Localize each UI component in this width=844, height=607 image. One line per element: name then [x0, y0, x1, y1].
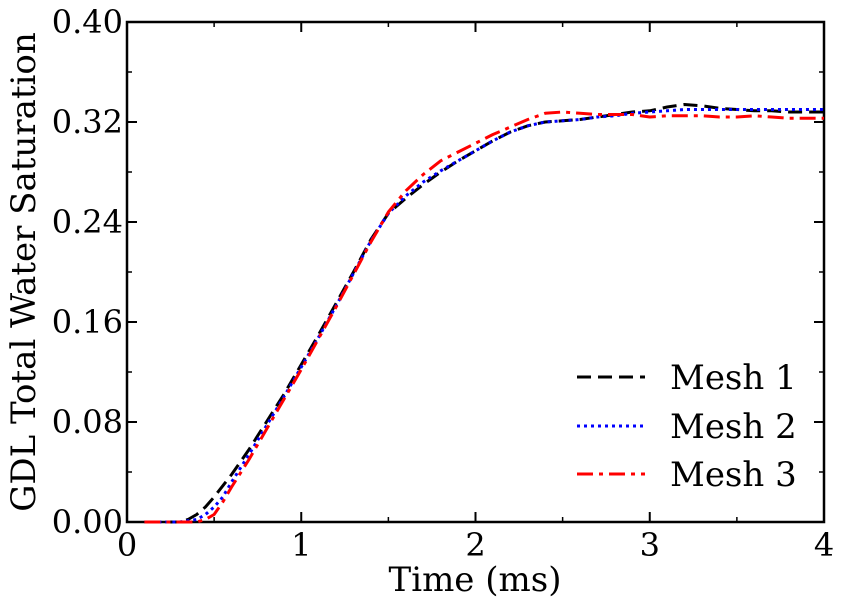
legend-entry-mesh-3: Mesh 3	[577, 455, 797, 495]
y-tick-label: 0.40	[52, 3, 123, 41]
x-tick-label: 1	[291, 526, 311, 564]
series-line-mesh-3	[144, 110, 824, 524]
legend-entry-mesh-2: Mesh 2	[577, 407, 797, 447]
x-tick-label: 0	[117, 526, 137, 564]
legend-label-mesh-3: Mesh 3	[670, 455, 797, 495]
series-lines	[144, 103, 824, 524]
y-axis-label: GDL Total Water Saturation	[4, 32, 44, 512]
y-tick-label: 0.16	[52, 303, 123, 341]
legend-label-mesh-2: Mesh 2	[670, 407, 797, 447]
y-tick-label: 0.24	[52, 203, 123, 241]
legend: Mesh 1 Mesh 2 Mesh 3	[577, 358, 797, 495]
legend-entry-mesh-1: Mesh 1	[577, 358, 797, 398]
x-tick-label: 2	[465, 526, 485, 564]
legend-label-mesh-1: Mesh 1	[670, 358, 797, 398]
y-tick-label: 0.00	[52, 503, 123, 541]
y-tick-label: 0.08	[52, 403, 123, 441]
x-axis-label: Time (ms)	[389, 560, 562, 600]
plot-area-frame	[125, 20, 826, 524]
tick-labels: 0 1 2 3 4 0.00 0.08 0.16 0.24 0.32 0.40	[52, 3, 834, 564]
series-line-mesh-2	[144, 108, 824, 524]
axis-ticks	[126, 21, 825, 523]
y-tick-label: 0.32	[52, 103, 123, 141]
x-tick-label: 4	[814, 526, 834, 564]
x-tick-label: 3	[640, 526, 660, 564]
